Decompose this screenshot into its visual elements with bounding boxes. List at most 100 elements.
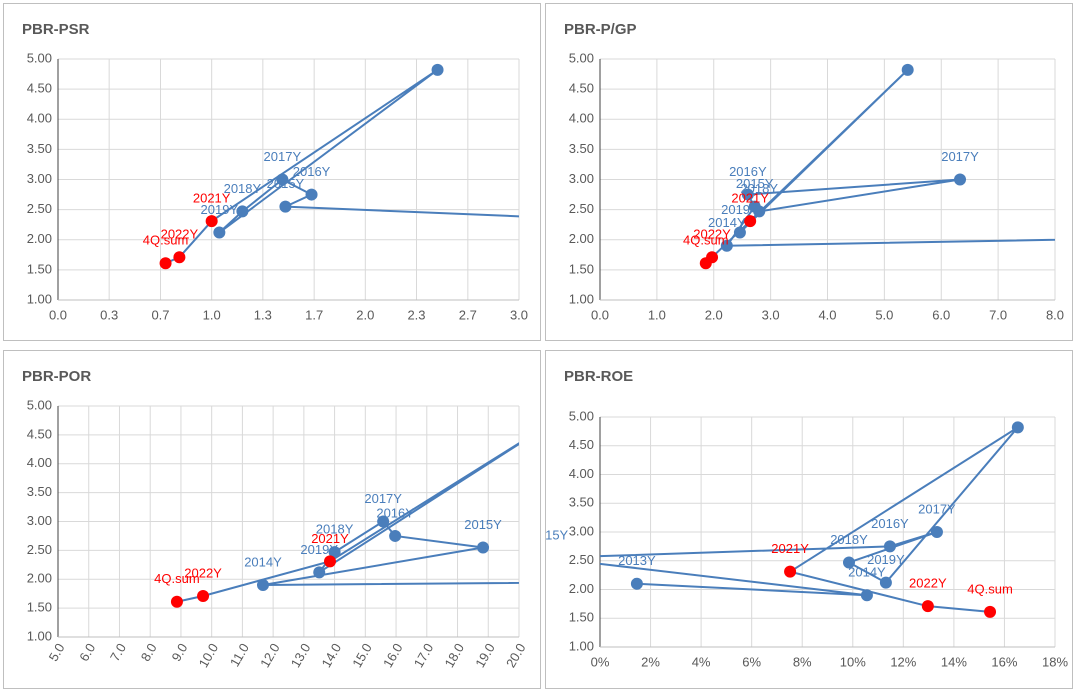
point-label: 2013Y <box>618 553 656 568</box>
point-label: 2016Y <box>293 164 331 179</box>
point-label: 2014Y <box>244 554 282 569</box>
y-tick-label: 3.50 <box>27 484 52 499</box>
data-point <box>921 600 934 613</box>
x-tick-label: 4% <box>692 654 711 669</box>
x-tick-label: 10% <box>840 654 866 669</box>
x-tick-label: 0.3 <box>100 307 118 322</box>
chart-panel: PBR-ROE 1.00 1.50 2.00 2.50 3.00 3.50 4.00 4.50 5… <box>531 350 1073 689</box>
y-tick-label: 2.00 <box>27 231 52 246</box>
data-point <box>901 63 914 76</box>
x-tick-label: 4.0 <box>818 307 836 322</box>
data-point <box>279 200 292 213</box>
y-tick-label: 4.50 <box>27 426 52 441</box>
x-tick-label: 2.7 <box>459 307 477 322</box>
point-label: 2021Y <box>731 191 769 206</box>
point-label: 2019Y <box>721 202 759 217</box>
data-point <box>173 251 186 264</box>
y-tick-label: 1.00 <box>27 628 52 643</box>
x-tick-label: 1.7 <box>305 307 323 322</box>
point-label: 2017Y <box>941 149 979 164</box>
point-label: 2021Y <box>311 531 349 546</box>
panel-frame <box>3 3 541 341</box>
y-tick-label: 3.50 <box>27 141 52 156</box>
point-label: 2016Y <box>729 164 767 179</box>
y-tick-label: 1.00 <box>569 291 594 306</box>
data-point <box>699 257 712 270</box>
point-label: 2018Y <box>316 522 354 537</box>
y-tick-label: 3.00 <box>569 171 594 186</box>
point-label: 2019Y <box>300 542 338 557</box>
data-point <box>389 529 402 542</box>
y-tick-label: 2.50 <box>27 201 52 216</box>
x-tick-label: 2.3 <box>407 307 425 322</box>
point-label: 2019Y <box>201 202 239 217</box>
data-point <box>159 257 172 270</box>
y-tick-label: 5.00 <box>569 408 594 423</box>
panel-frame <box>545 350 1073 689</box>
y-tick-label: 4.50 <box>27 81 52 96</box>
y-tick-label: 3.50 <box>569 495 594 510</box>
y-tick-label: 5.00 <box>569 50 594 65</box>
data-point <box>879 576 892 589</box>
y-tick-label: 2.00 <box>569 581 594 596</box>
point-label: 2022Y <box>184 565 222 580</box>
data-point <box>477 541 490 554</box>
data-point <box>954 173 967 186</box>
data-point <box>860 589 873 602</box>
y-tick-label: 4.00 <box>27 111 52 126</box>
y-tick-label: 4.50 <box>569 81 594 96</box>
y-tick-label: 2.00 <box>569 231 594 246</box>
x-tick-label: 5.0 <box>875 307 893 322</box>
data-point <box>323 555 336 568</box>
chart-title: PBR-ROE <box>564 368 633 385</box>
x-tick-label: 14% <box>941 654 967 669</box>
y-tick-label: 1.00 <box>569 638 594 653</box>
y-tick-label: 1.00 <box>27 291 52 306</box>
point-label: 2016Y <box>376 505 414 520</box>
y-tick-label: 3.50 <box>569 141 594 156</box>
x-tick-label: 1.0 <box>203 307 221 322</box>
point-label: 2021Y <box>193 191 231 206</box>
y-tick-label: 4.00 <box>569 466 594 481</box>
data-point <box>256 579 269 592</box>
data-point <box>197 589 210 602</box>
y-tick-label: 5.00 <box>27 397 52 412</box>
data-point <box>205 215 218 228</box>
data-point <box>276 173 289 186</box>
x-tick-label: 3.0 <box>510 307 528 322</box>
x-tick-label: 1.3 <box>254 307 272 322</box>
data-point <box>744 215 757 228</box>
point-label: 2022Y <box>161 227 199 242</box>
point-label: 2015Y <box>531 527 569 542</box>
point-label: 2017Y <box>918 501 956 516</box>
y-tick-label: 1.50 <box>569 261 594 276</box>
x-tick-label: 7.0 <box>989 307 1007 322</box>
y-tick-label: 4.00 <box>27 455 52 470</box>
point-label: 2015Y <box>267 176 305 191</box>
point-label: 2016Y <box>871 516 909 531</box>
x-tick-label: 6.0 <box>932 307 950 322</box>
point-label: 2017Y <box>364 491 402 506</box>
y-tick-label: 1.50 <box>27 261 52 276</box>
point-label: 2014Y <box>848 565 886 580</box>
x-tick-label: 0.0 <box>49 307 67 322</box>
point-label: 2022Y <box>693 227 731 242</box>
data-point <box>930 526 943 538</box>
data-point <box>720 239 733 252</box>
x-tick-label: 0.7 <box>151 307 169 322</box>
x-tick-label: 6% <box>742 654 761 669</box>
y-tick-label: 2.50 <box>569 201 594 216</box>
chart-title: PBR-POR <box>22 368 91 385</box>
data-point <box>236 205 249 218</box>
y-tick-label: 2.00 <box>27 571 52 586</box>
data-point <box>213 226 226 239</box>
point-label: 2022Y <box>909 576 947 591</box>
data-point <box>431 63 444 76</box>
x-tick-label: 18% <box>1042 654 1068 669</box>
x-tick-label: 0% <box>591 654 610 669</box>
x-tick-label: 2.0 <box>356 307 374 322</box>
x-tick-label: 8% <box>793 654 812 669</box>
point-label: 2018Y <box>830 532 868 547</box>
data-point <box>313 566 326 579</box>
point-label: 2019Y <box>867 552 905 567</box>
